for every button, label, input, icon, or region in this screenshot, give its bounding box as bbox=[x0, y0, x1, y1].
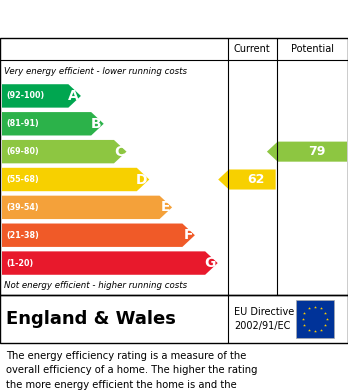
Text: C: C bbox=[114, 145, 125, 159]
Text: (92-100): (92-100) bbox=[6, 91, 44, 100]
Text: The energy efficiency rating is a measure of the
overall efficiency of a home. T: The energy efficiency rating is a measur… bbox=[6, 351, 258, 391]
Polygon shape bbox=[2, 112, 104, 136]
Text: 79: 79 bbox=[308, 145, 325, 158]
Text: (81-91): (81-91) bbox=[6, 119, 39, 128]
Text: Energy Efficiency Rating: Energy Efficiency Rating bbox=[8, 10, 238, 28]
Text: E: E bbox=[160, 200, 170, 214]
Text: G: G bbox=[204, 256, 216, 270]
Text: A: A bbox=[68, 89, 79, 103]
Polygon shape bbox=[2, 140, 127, 163]
Text: F: F bbox=[183, 228, 193, 242]
Polygon shape bbox=[2, 168, 149, 191]
Text: Current: Current bbox=[234, 44, 271, 54]
Text: England & Wales: England & Wales bbox=[6, 310, 176, 328]
Text: (1-20): (1-20) bbox=[6, 258, 33, 267]
Polygon shape bbox=[218, 169, 276, 190]
Text: (69-80): (69-80) bbox=[6, 147, 39, 156]
Text: 62: 62 bbox=[248, 173, 265, 186]
Polygon shape bbox=[267, 142, 347, 161]
Bar bbox=[296, 300, 334, 338]
Text: Very energy efficient - lower running costs: Very energy efficient - lower running co… bbox=[4, 68, 187, 77]
Text: (39-54): (39-54) bbox=[6, 203, 39, 212]
Text: Potential: Potential bbox=[291, 44, 334, 54]
Polygon shape bbox=[2, 84, 81, 108]
Polygon shape bbox=[2, 251, 218, 275]
Text: D: D bbox=[136, 172, 147, 187]
Text: EU Directive
2002/91/EC: EU Directive 2002/91/EC bbox=[234, 307, 294, 331]
Text: (55-68): (55-68) bbox=[6, 175, 39, 184]
Polygon shape bbox=[2, 224, 195, 247]
Text: Not energy efficient - higher running costs: Not energy efficient - higher running co… bbox=[4, 282, 187, 291]
Text: B: B bbox=[91, 117, 102, 131]
Text: (21-38): (21-38) bbox=[6, 231, 39, 240]
Polygon shape bbox=[2, 196, 172, 219]
